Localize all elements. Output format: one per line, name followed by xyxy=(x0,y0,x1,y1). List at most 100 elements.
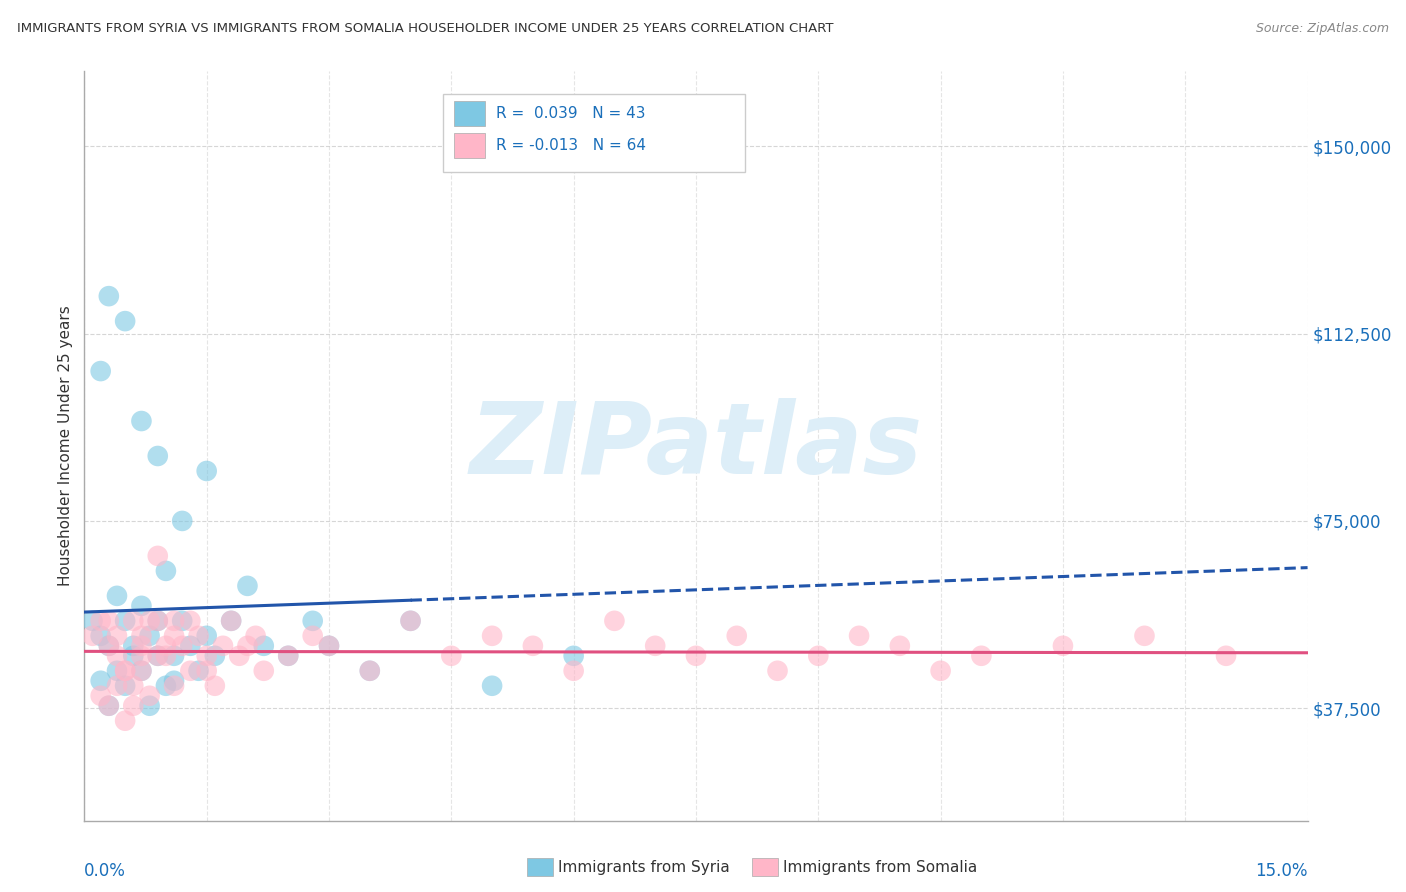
Y-axis label: Householder Income Under 25 years: Householder Income Under 25 years xyxy=(58,306,73,586)
Immigrants from Somalia xyxy=(163,629,186,643)
Immigrants from Syria xyxy=(105,664,128,678)
Immigrants from Somalia xyxy=(212,639,235,653)
Immigrants from Somalia xyxy=(1133,629,1156,643)
Immigrants from Somalia xyxy=(253,664,276,678)
Immigrants from Somalia xyxy=(522,639,544,653)
Immigrants from Somalia xyxy=(204,679,226,693)
Immigrants from Somalia xyxy=(155,639,177,653)
Immigrants from Somalia xyxy=(399,614,422,628)
Immigrants from Somalia xyxy=(725,629,748,643)
Immigrants from Somalia xyxy=(90,689,112,703)
Immigrants from Syria xyxy=(138,698,160,713)
Immigrants from Somalia xyxy=(114,664,136,678)
Immigrants from Somalia xyxy=(1215,648,1237,663)
Immigrants from Somalia xyxy=(889,639,911,653)
Immigrants from Somalia xyxy=(970,648,993,663)
Immigrants from Somalia xyxy=(105,679,128,693)
Immigrants from Syria xyxy=(277,648,299,663)
Text: R = -0.013   N = 64: R = -0.013 N = 64 xyxy=(496,138,647,153)
Immigrants from Somalia xyxy=(131,664,153,678)
Immigrants from Somalia xyxy=(301,629,323,643)
Immigrants from Somalia xyxy=(97,639,120,653)
Immigrants from Somalia xyxy=(138,614,160,628)
Text: R =  0.039   N = 43: R = 0.039 N = 43 xyxy=(496,106,645,120)
Immigrants from Somalia xyxy=(685,648,707,663)
Immigrants from Somalia xyxy=(146,549,169,563)
Immigrants from Somalia xyxy=(440,648,463,663)
Immigrants from Somalia xyxy=(603,614,626,628)
Text: Source: ZipAtlas.com: Source: ZipAtlas.com xyxy=(1256,22,1389,36)
Immigrants from Syria xyxy=(219,614,242,628)
Immigrants from Syria xyxy=(399,614,422,628)
Immigrants from Somalia xyxy=(359,664,381,678)
Immigrants from Somalia xyxy=(195,648,218,663)
Immigrants from Syria xyxy=(114,679,136,693)
Immigrants from Syria xyxy=(236,579,259,593)
Immigrants from Syria xyxy=(301,614,323,628)
Immigrants from Somalia xyxy=(122,679,145,693)
Immigrants from Syria xyxy=(253,639,276,653)
Immigrants from Syria xyxy=(481,679,503,693)
Immigrants from Somalia xyxy=(219,614,242,628)
Immigrants from Syria xyxy=(318,639,340,653)
Immigrants from Somalia xyxy=(929,664,952,678)
Immigrants from Somalia xyxy=(236,639,259,653)
Immigrants from Syria xyxy=(105,589,128,603)
Immigrants from Syria xyxy=(90,629,112,643)
Immigrants from Syria xyxy=(122,639,145,653)
Immigrants from Syria xyxy=(187,664,209,678)
Immigrants from Somalia xyxy=(114,664,136,678)
Immigrants from Syria xyxy=(359,664,381,678)
Text: IMMIGRANTS FROM SYRIA VS IMMIGRANTS FROM SOMALIA HOUSEHOLDER INCOME UNDER 25 YEA: IMMIGRANTS FROM SYRIA VS IMMIGRANTS FROM… xyxy=(17,22,834,36)
Immigrants from Somalia xyxy=(155,648,177,663)
Immigrants from Somalia xyxy=(163,679,186,693)
Immigrants from Somalia xyxy=(179,614,201,628)
Immigrants from Syria xyxy=(114,614,136,628)
Immigrants from Somalia xyxy=(163,614,186,628)
Immigrants from Somalia xyxy=(105,648,128,663)
Immigrants from Somalia xyxy=(82,629,104,643)
Immigrants from Syria xyxy=(138,629,160,643)
Immigrants from Syria xyxy=(90,673,112,688)
Immigrants from Syria xyxy=(146,648,169,663)
Immigrants from Somalia xyxy=(97,614,120,628)
Immigrants from Syria xyxy=(195,464,218,478)
Immigrants from Somalia xyxy=(1052,639,1074,653)
Immigrants from Syria xyxy=(562,648,585,663)
Immigrants from Somalia xyxy=(179,664,201,678)
Text: Immigrants from Syria: Immigrants from Syria xyxy=(558,860,730,874)
Immigrants from Syria xyxy=(122,648,145,663)
Immigrants from Syria xyxy=(131,599,153,613)
Immigrants from Somalia xyxy=(195,664,218,678)
Immigrants from Somalia xyxy=(131,639,153,653)
Text: 0.0%: 0.0% xyxy=(84,862,127,880)
Immigrants from Syria xyxy=(146,449,169,463)
Immigrants from Syria xyxy=(82,614,104,628)
Immigrants from Syria xyxy=(131,664,153,678)
Immigrants from Syria xyxy=(163,648,186,663)
Immigrants from Somalia xyxy=(90,614,112,628)
Immigrants from Somalia xyxy=(766,664,789,678)
Immigrants from Syria xyxy=(97,639,120,653)
Immigrants from Syria xyxy=(172,614,194,628)
Immigrants from Somalia xyxy=(245,629,267,643)
Immigrants from Somalia xyxy=(97,698,120,713)
Immigrants from Somalia xyxy=(481,629,503,643)
Immigrants from Syria xyxy=(155,679,177,693)
Immigrants from Somalia xyxy=(146,614,169,628)
Immigrants from Somalia xyxy=(848,629,870,643)
Immigrants from Somalia xyxy=(131,648,153,663)
Immigrants from Syria xyxy=(97,289,120,303)
Immigrants from Somalia xyxy=(122,698,145,713)
Immigrants from Somalia xyxy=(146,648,169,663)
Immigrants from Syria xyxy=(179,639,201,653)
Immigrants from Syria xyxy=(172,514,194,528)
Immigrants from Syria xyxy=(114,314,136,328)
Immigrants from Syria xyxy=(155,564,177,578)
Immigrants from Somalia xyxy=(277,648,299,663)
Immigrants from Somalia xyxy=(172,639,194,653)
Text: ZIPatlas: ZIPatlas xyxy=(470,398,922,494)
Immigrants from Somalia xyxy=(114,714,136,728)
Text: 15.0%: 15.0% xyxy=(1256,862,1308,880)
Immigrants from Somalia xyxy=(318,639,340,653)
